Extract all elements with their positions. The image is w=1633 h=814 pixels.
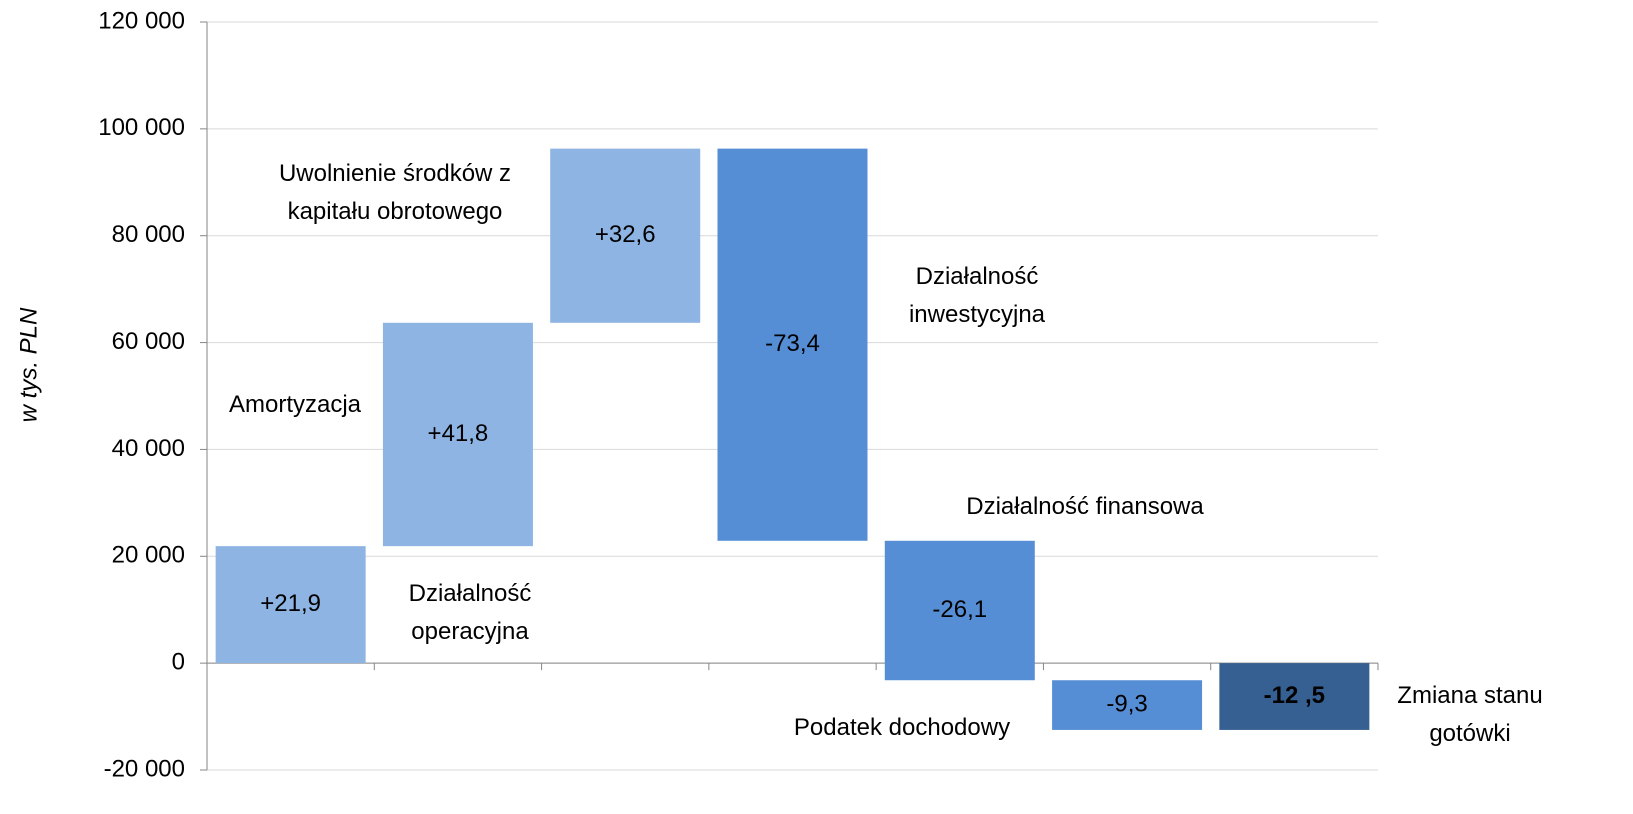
category-label: Działalność inwestycyjna xyxy=(908,263,1046,328)
value-label: -73,4 xyxy=(765,330,820,357)
category-label: Zmiana stanu gotówki xyxy=(1397,682,1543,747)
y-tick-label: 20 000 xyxy=(112,542,185,569)
y-axis-title: w tys. PLN xyxy=(15,307,42,422)
bar xyxy=(215,546,366,664)
value-label: -9,3 xyxy=(1106,690,1147,717)
y-tick-label: 0 xyxy=(172,648,185,675)
y-tick-label: 80 000 xyxy=(112,221,185,248)
y-tick-label: 100 000 xyxy=(98,114,185,141)
value-label: -26,1 xyxy=(932,596,987,623)
y-tick-label: 120 000 xyxy=(98,7,185,34)
value-label: +32,6 xyxy=(595,221,656,248)
bar xyxy=(382,322,533,547)
bar xyxy=(1219,663,1370,730)
value-label: +21,9 xyxy=(260,590,321,617)
value-label: -12 ,5 xyxy=(1264,682,1325,709)
value-label: +41,8 xyxy=(428,420,489,447)
y-tick-label: 40 000 xyxy=(112,435,185,462)
category-label: Działalność operacyjna xyxy=(408,580,532,645)
category-label: Działalność finansowa xyxy=(966,493,1204,520)
bar xyxy=(550,148,701,323)
y-tick-label: -20 000 xyxy=(104,755,185,782)
bar xyxy=(1052,680,1203,730)
bar xyxy=(717,148,868,541)
category-label: Amortyzacja xyxy=(228,391,362,418)
y-tick-label: 60 000 xyxy=(112,328,185,355)
category-label: Uwolnienie środków z kapitału obrotowego xyxy=(278,160,512,225)
category-label: Podatek dochodowy xyxy=(793,714,1011,741)
bar xyxy=(884,540,1035,681)
